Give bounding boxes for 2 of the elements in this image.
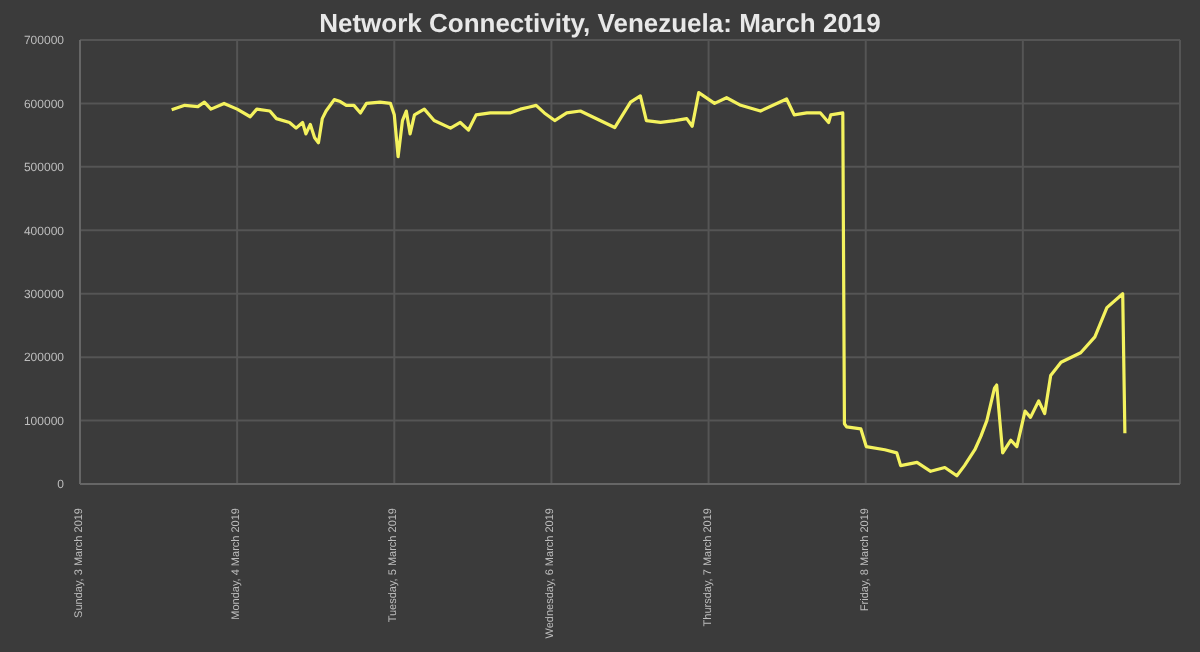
chart-title: Network Connectivity, Venezuela: March 2019 [317, 8, 883, 38]
line-series [170, 91, 1127, 478]
